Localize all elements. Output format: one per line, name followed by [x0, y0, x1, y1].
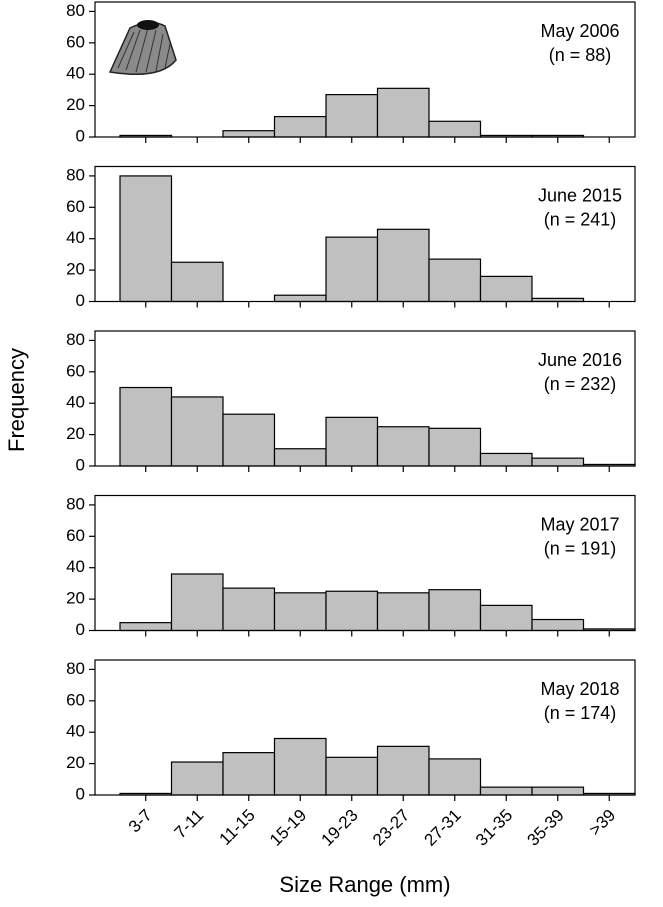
y-tick-label: 20	[66, 753, 85, 772]
y-tick-label: 0	[76, 620, 85, 639]
bar	[531, 457, 585, 467]
y-tick-label: 80	[66, 494, 85, 513]
bar	[325, 236, 379, 303]
annotation: May 2006	[540, 21, 619, 41]
barnacle-icon	[108, 20, 177, 75]
plot-frame	[94, 165, 636, 303]
y-tick-label: 40	[66, 228, 85, 247]
bar	[428, 589, 482, 632]
bar	[376, 228, 430, 303]
bar	[428, 258, 482, 303]
bar	[479, 786, 533, 796]
annotation: (n = 241)	[544, 209, 617, 229]
plot-frame	[94, 1, 636, 138]
annotation: May 2018	[540, 679, 619, 699]
bar	[222, 752, 276, 796]
y-tick-label: 80	[66, 330, 85, 349]
y-tick-label: 60	[66, 361, 85, 380]
x-tick-label: 31-35	[472, 806, 516, 850]
plot-frame	[94, 330, 636, 467]
annotation: May 2017	[540, 514, 619, 534]
bar	[428, 427, 482, 467]
bar	[376, 426, 430, 467]
annotation: (n = 232)	[544, 374, 617, 394]
y-tick-label: 60	[66, 690, 85, 709]
x-tick-label: 23-27	[369, 806, 413, 850]
bar	[273, 115, 327, 138]
bar	[222, 130, 276, 138]
y-tick-label: 40	[66, 393, 85, 412]
bar	[119, 622, 173, 632]
y-tick-label: 0	[76, 784, 85, 803]
y-tick-label: 20	[66, 260, 85, 279]
y-tick-label: 20	[66, 95, 85, 114]
x-tick-label: 27-31	[421, 806, 465, 850]
x-tick-label: 11-15	[215, 806, 258, 849]
y-tick-label: 40	[66, 64, 85, 83]
y-tick-label: 80	[66, 659, 85, 678]
annotation: (n = 174)	[544, 703, 617, 723]
bar	[273, 737, 327, 796]
y-tick-label: 0	[76, 455, 85, 474]
x-tick-label: 3-7	[125, 806, 156, 837]
annotation: (n = 88)	[549, 45, 612, 65]
y-tick-label: 60	[66, 526, 85, 545]
bar	[222, 587, 276, 632]
y-tick-label: 60	[66, 197, 85, 216]
y-tick-label: 20	[66, 424, 85, 443]
bar	[531, 618, 585, 632]
plot-frame	[94, 659, 636, 796]
x-tick-label: 35-39	[524, 806, 568, 850]
bar	[325, 416, 379, 467]
y-tick-label: 0	[76, 126, 85, 145]
x-axis-label: Size Range (mm)	[279, 872, 450, 897]
bar	[273, 592, 327, 632]
bar	[428, 758, 482, 796]
bar	[479, 452, 533, 467]
x-tick-label: 19-23	[318, 806, 362, 850]
bar	[170, 761, 224, 796]
y-axis-label: Frequency	[4, 348, 29, 452]
y-tick-label: 0	[76, 291, 85, 310]
y-tick-label: 40	[66, 722, 85, 741]
y-tick-label: 60	[66, 32, 85, 51]
bar	[479, 275, 533, 303]
bar	[170, 573, 224, 632]
bar	[273, 448, 327, 467]
bar	[222, 413, 276, 467]
bar	[325, 756, 379, 796]
x-tick-label: >39	[585, 806, 619, 840]
bar	[119, 386, 173, 467]
bar	[531, 786, 585, 796]
annotation: June 2015	[538, 185, 622, 205]
bar	[170, 261, 224, 303]
bar	[325, 590, 379, 632]
bar	[376, 745, 430, 796]
y-tick-label: 20	[66, 589, 85, 608]
x-tick-label: 15-19	[266, 806, 310, 850]
y-tick-label: 80	[66, 165, 85, 184]
annotation: June 2016	[538, 350, 622, 370]
bar	[479, 604, 533, 632]
bar	[273, 294, 327, 303]
bar	[170, 396, 224, 467]
y-tick-label: 40	[66, 557, 85, 576]
bar	[376, 87, 430, 138]
bar	[428, 120, 482, 138]
bar	[376, 592, 430, 632]
y-tick-label: 80	[66, 1, 85, 20]
annotation: (n = 191)	[544, 538, 617, 558]
x-tick-label: 7-11	[171, 806, 208, 843]
bar	[119, 175, 173, 303]
plot-frame	[94, 494, 636, 632]
bar	[325, 94, 379, 138]
